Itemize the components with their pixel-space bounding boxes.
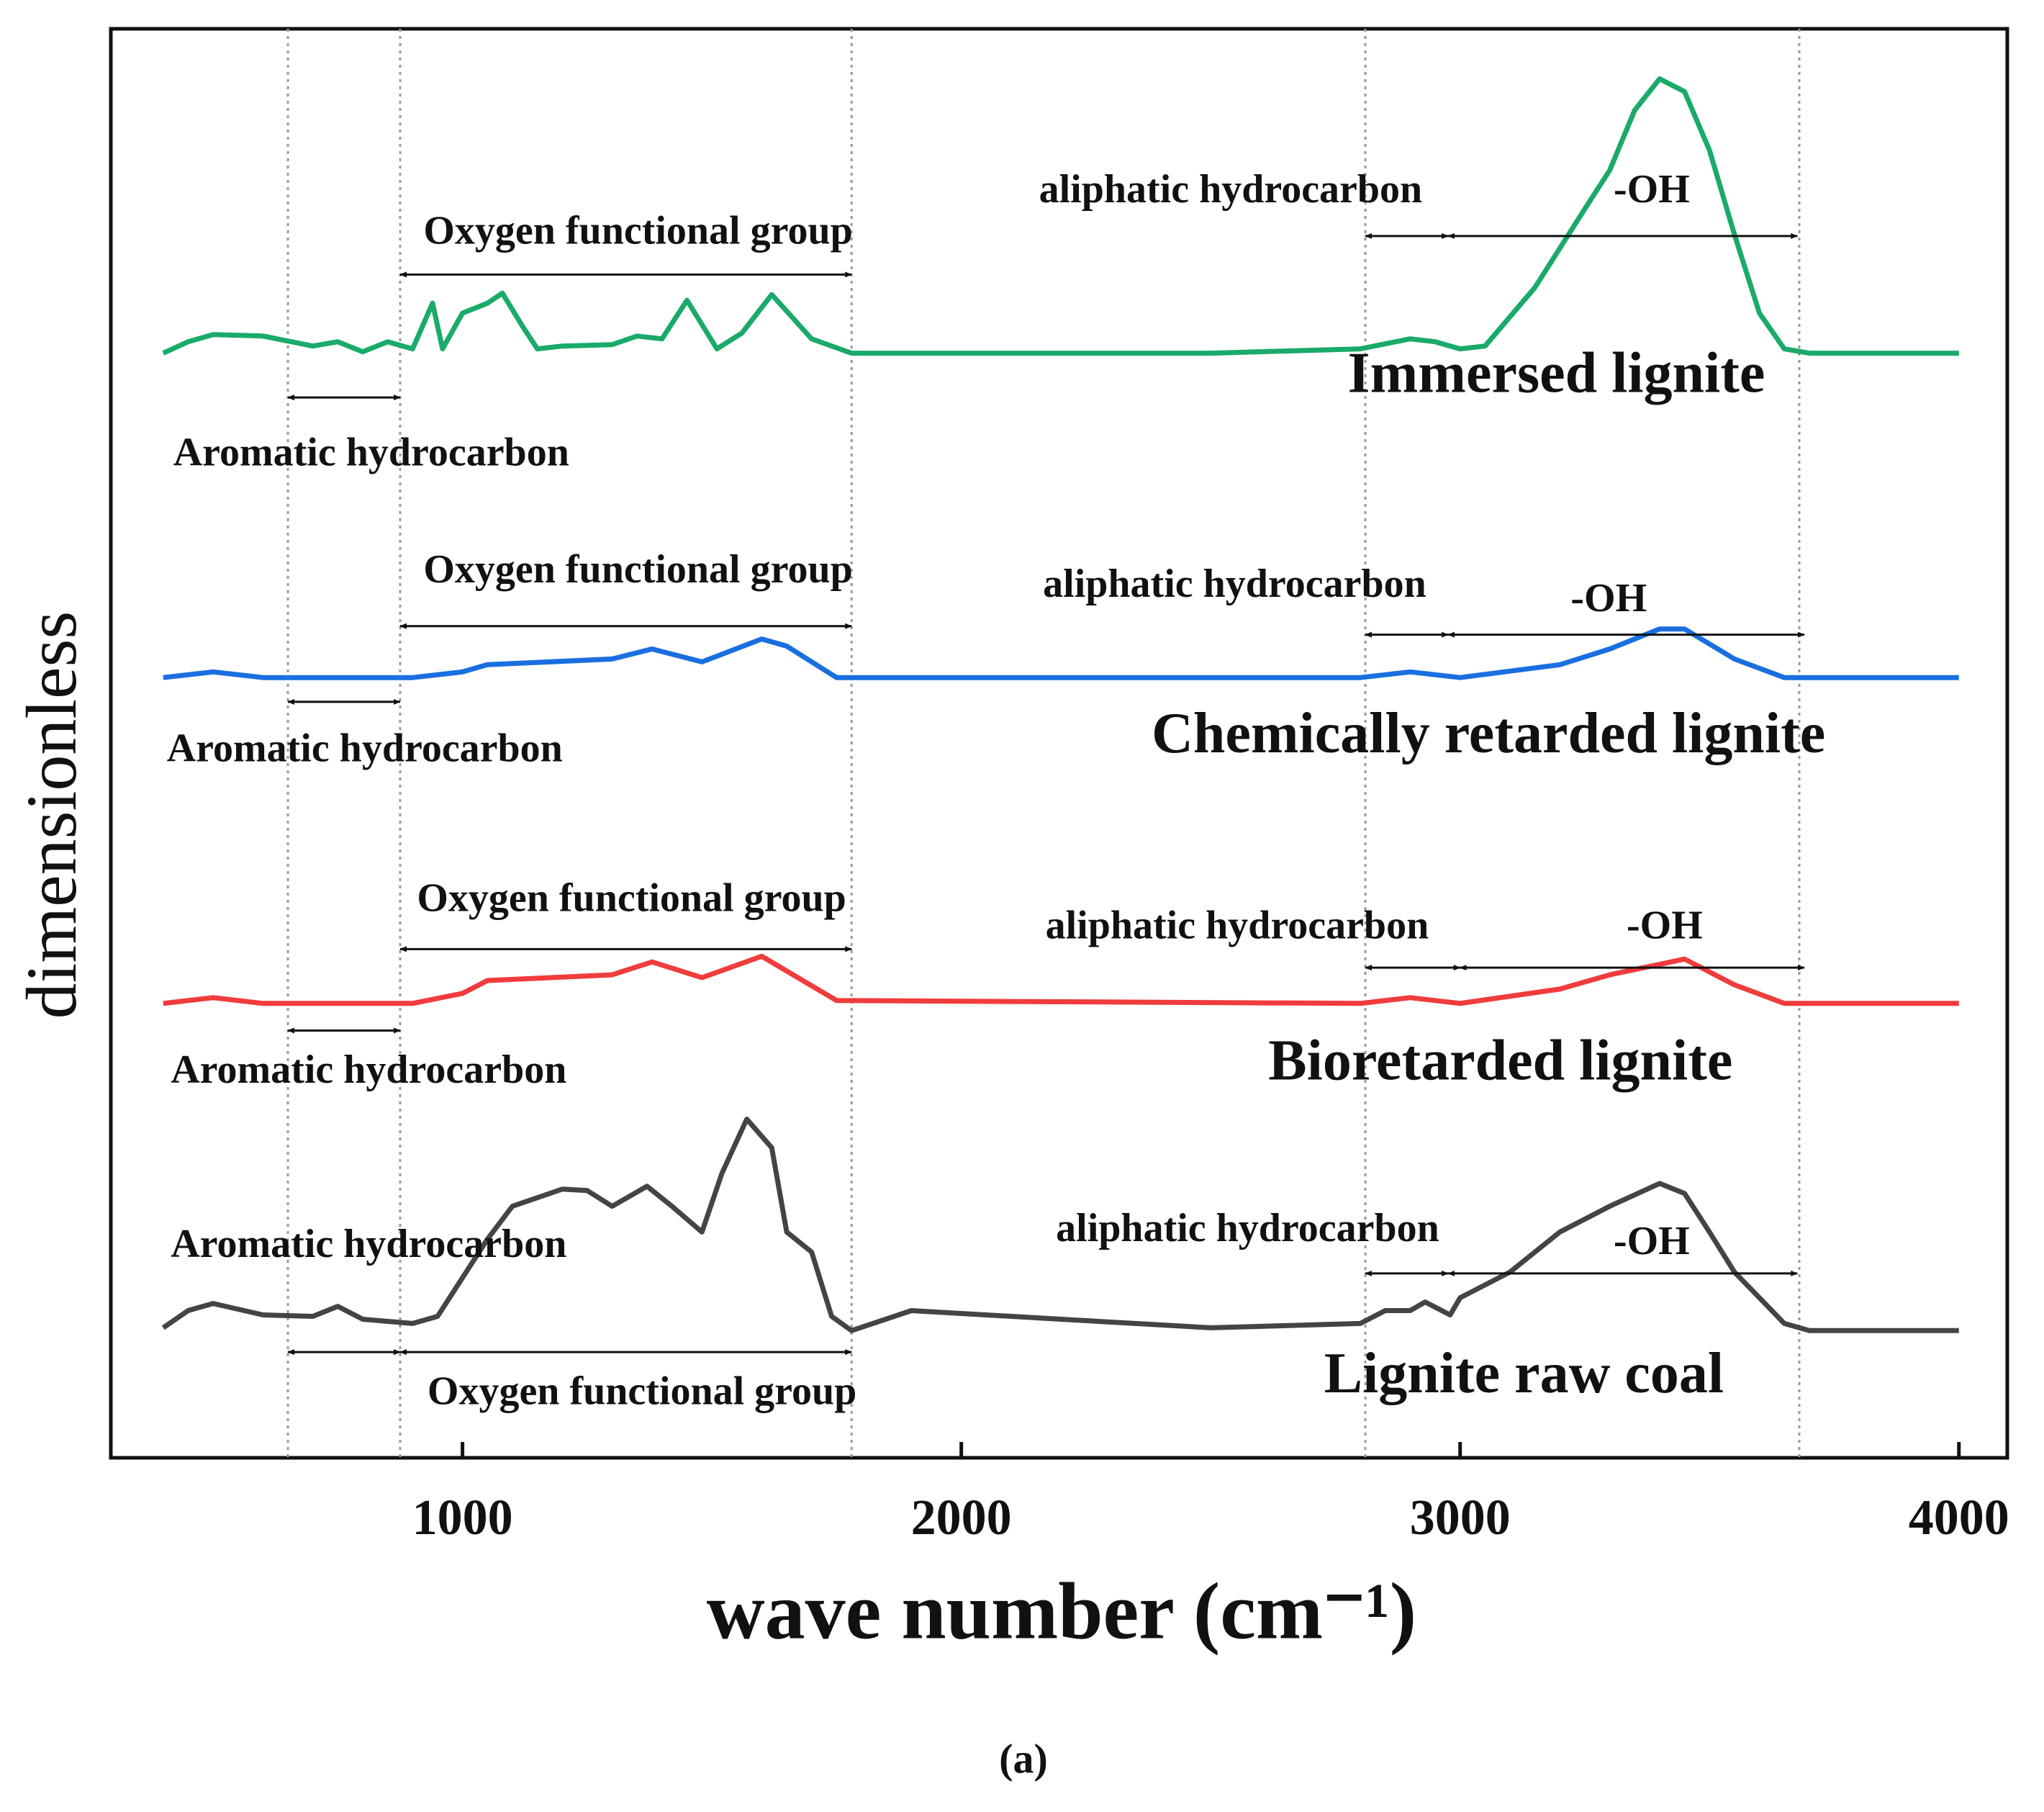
x-tick-label: 1000 <box>412 1490 513 1546</box>
annotation: Oxygen functional group <box>423 209 852 253</box>
annotation: Oxygen functional group <box>423 547 852 592</box>
y-axis-label: dimensionless <box>12 611 91 1019</box>
series-label: Lignite raw coal <box>1324 1342 1724 1405</box>
annotation: Aromatic hydrocarbon <box>167 726 563 770</box>
spectrum-line <box>163 626 1959 680</box>
annotation: aliphatic hydrocarbon <box>1039 167 1423 212</box>
spectrum-line <box>163 953 1959 1006</box>
series-label: Immersed lignite <box>1348 342 1765 405</box>
x-tick-label: 4000 <box>1909 1490 2009 1546</box>
annotation: aliphatic hydrocarbon <box>1046 903 1429 947</box>
plot-frame <box>109 27 2009 1460</box>
annotation: Oxygen functional group <box>417 876 846 921</box>
annotation: Aromatic hydrocarbon <box>171 1222 566 1266</box>
annotation: -OH <box>1570 576 1647 621</box>
annotation: -OH <box>1614 167 1690 212</box>
spectrum-line <box>161 1117 1959 1333</box>
x-tick-label: 3000 <box>1410 1490 1511 1546</box>
annotation: Aromatic hydrocarbon <box>171 1047 566 1092</box>
caption: (a) <box>999 1735 1048 1782</box>
spectrum-line <box>162 76 1959 356</box>
annotation: Oxygen functional group <box>428 1369 856 1414</box>
series-label: Chemically retarded lignite <box>1152 702 1825 765</box>
x-axis-label: wave number (cm⁻¹) <box>707 1567 1416 1657</box>
annotation: aliphatic hydrocarbon <box>1043 562 1426 606</box>
annotation: aliphatic hydrocarbon <box>1056 1206 1439 1250</box>
annotation: Aromatic hydrocarbon <box>173 430 569 474</box>
annotation: -OH <box>1627 903 1703 947</box>
x-tick-label: 2000 <box>911 1490 1012 1546</box>
series-label: Bioretarded lignite <box>1268 1029 1732 1092</box>
annotation: -OH <box>1614 1219 1690 1263</box>
